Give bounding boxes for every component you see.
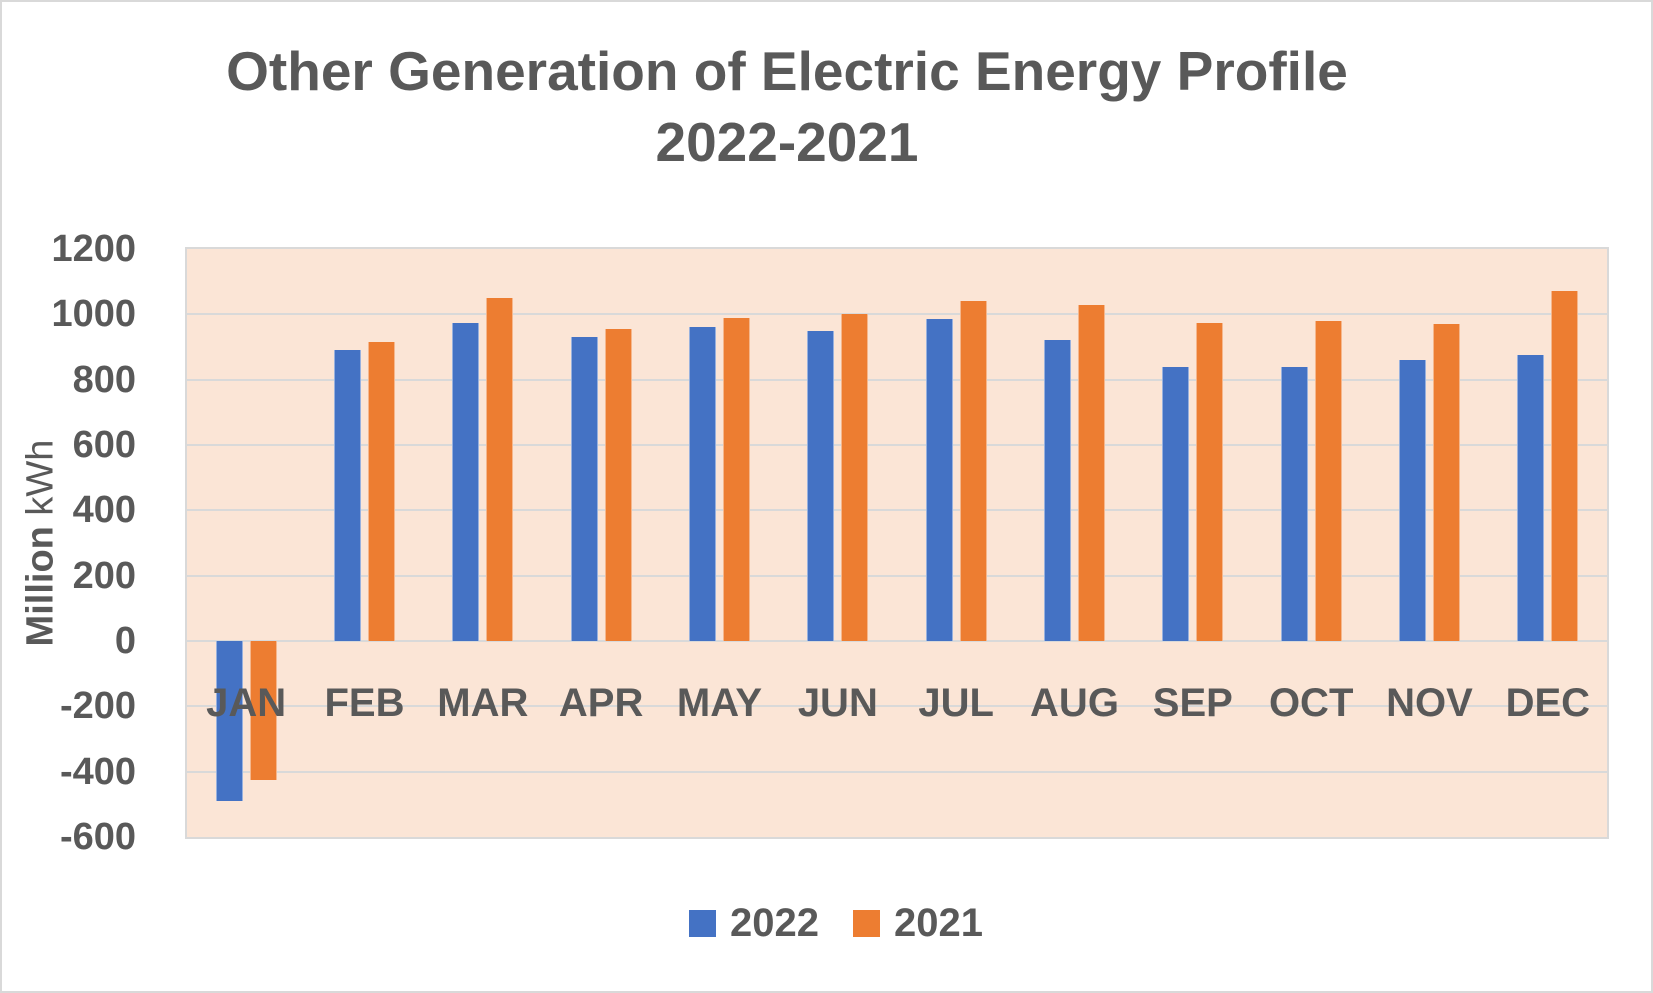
x-label-APR: APR: [558, 681, 644, 725]
chart-title-line2: 2022-2021: [655, 111, 919, 173]
bar-2022-JUL: [925, 319, 953, 641]
legend-swatch-2022: [689, 909, 717, 937]
bar-2021-JUN: [841, 314, 869, 641]
x-label-JUL: JUL: [918, 681, 994, 725]
y-axis-title: Million kWh: [20, 440, 63, 647]
y-tick-600: 600: [72, 424, 136, 466]
bar-2021-MAR: [486, 298, 514, 641]
gridline-1000: [187, 313, 1607, 316]
bar-2022-MAR: [452, 322, 480, 641]
bar-2021-APR: [604, 329, 632, 641]
gridline-400: [187, 509, 1607, 512]
x-label-SEP: SEP: [1152, 681, 1233, 725]
bar-2021-AUG: [1078, 304, 1105, 641]
bar-2021-NOV: [1433, 324, 1460, 641]
bar-2022-FEB: [334, 350, 361, 641]
chart-title: Other Generation of Electric Energy Prof…: [2, 36, 1651, 178]
bar-2022-JUN: [807, 330, 835, 641]
legend-item-2022: 2022: [689, 901, 819, 945]
legend-item-2021: 2021: [853, 901, 983, 945]
legend-label-2022: 2022: [730, 901, 819, 945]
plot-area: JAN FEB MAR APR MAY JUN JUL AUG SEP OCT NOV DEC: [185, 247, 1609, 839]
bar-2022-SEP: [1162, 366, 1190, 641]
y-tick--600: -600: [59, 816, 136, 858]
y-tick--400: -400: [59, 750, 136, 793]
gridline-0: [187, 640, 1607, 642]
bar-2022-NOV: [1399, 360, 1426, 641]
gridline-600: [187, 444, 1607, 446]
legend-swatch-2021: [853, 909, 880, 937]
y-tick-1200: 1200: [51, 228, 136, 270]
x-label-JUN: JUN: [797, 681, 878, 725]
x-label-MAR: MAR: [437, 681, 529, 725]
chart-title-line1: Other Generation of Electric Energy Prof…: [226, 40, 1348, 102]
gridline--200: [187, 705, 1607, 708]
bar-2022-APR: [570, 337, 598, 641]
bar-2021-FEB: [368, 342, 395, 641]
gridline--400: [187, 770, 1607, 773]
y-tick-400: 400: [72, 489, 136, 532]
bar-2021-OCT: [1314, 320, 1342, 641]
gridline-200: [187, 574, 1607, 577]
y-tick-800: 800: [72, 358, 136, 401]
x-label-AUG: AUG: [1030, 681, 1119, 725]
gridline-800: [187, 378, 1607, 381]
legend: 2022 2021: [2, 901, 1651, 945]
y-tick-0: 0: [114, 620, 136, 662]
y-tick--200: -200: [59, 685, 136, 728]
bar-2021-JUL: [959, 301, 987, 641]
bar-2022-MAY: [689, 327, 716, 641]
y-tick-1000: 1000: [51, 293, 136, 336]
bar-2021-JAN: [249, 641, 277, 780]
x-label-OCT: OCT: [1268, 681, 1354, 725]
bar-2021-MAY: [723, 317, 750, 641]
x-label-FEB: FEB: [324, 681, 405, 725]
bar-2022-OCT: [1280, 366, 1308, 641]
y-tick-200: 200: [72, 554, 136, 597]
x-label-NOV: NOV: [1386, 681, 1473, 725]
bar-2022-AUG: [1044, 340, 1071, 641]
bar-2022-JAN: [215, 641, 243, 802]
x-label-DEC: DEC: [1505, 681, 1591, 725]
bar-2022-DEC: [1517, 355, 1545, 641]
bar-2021-SEP: [1196, 322, 1224, 641]
x-label-JAN: JAN: [206, 681, 287, 725]
x-label-MAY: MAY: [676, 681, 763, 725]
bar-2021-DEC: [1551, 291, 1579, 641]
legend-label-2021: 2021: [894, 901, 983, 945]
